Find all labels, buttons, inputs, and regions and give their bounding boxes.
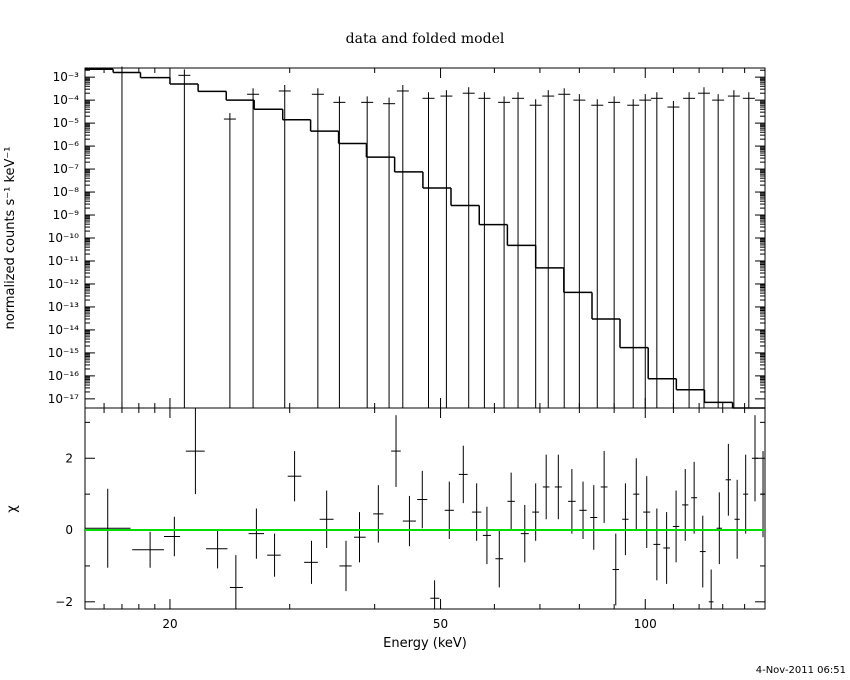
model-step-line <box>85 68 765 409</box>
energy-x-ticks: 20 50 100 <box>84 408 766 631</box>
y-tick-label: 10⁻¹⁵ <box>48 346 79 360</box>
residual-y-label: χ <box>5 505 20 513</box>
residual-y-tick-label: 2 <box>65 451 73 465</box>
residual-points <box>85 408 765 609</box>
residual-y-tick-label: −2 <box>55 595 73 609</box>
y-tick-label: 10⁻¹⁷ <box>48 392 79 406</box>
timestamp: 4-Nov-2011 06:51 <box>756 665 846 676</box>
y-tick-label: 10⁻¹² <box>48 277 79 291</box>
y-tick-label: 10⁻⁶ <box>53 139 80 153</box>
y-tick-label: 10⁻⁴ <box>53 93 80 107</box>
y-tick-label: 10⁻¹⁶ <box>48 369 79 383</box>
y-tick-label: 10⁻⁸ <box>53 185 80 199</box>
chart-title: data and folded model <box>346 31 505 47</box>
energy-x-tick-label: 100 <box>634 617 657 631</box>
residual-y-tick-label: 0 <box>65 523 73 537</box>
spectrum-y-label: normalized counts s⁻¹ keV⁻¹ <box>3 147 18 330</box>
spectrum-panel: 10⁻³ 10⁻⁴ 10⁻⁵ 10⁻⁶ 10⁻⁷ 10⁻⁸ 10⁻⁹ 10⁻¹⁰ 10⁻¹¹ 10… <box>3 66 766 409</box>
y-tick-label: 10⁻¹¹ <box>48 254 79 268</box>
y-tick-label: 10⁻⁷ <box>53 162 80 176</box>
residual-y-ticks: −2 0 2 <box>55 421 765 609</box>
y-tick-label: 10⁻¹⁴ <box>48 323 79 337</box>
spectrum-y-ticks: 10⁻³ 10⁻⁴ 10⁻⁵ 10⁻⁶ 10⁻⁷ 10⁻⁸ 10⁻⁹ 10⁻¹⁰ 10⁻¹¹ 10… <box>48 68 766 408</box>
y-tick-label: 10⁻¹⁰ <box>48 231 79 245</box>
energy-x-tick-label: 20 <box>162 617 177 631</box>
energy-x-tick-label: 50 <box>433 617 448 631</box>
y-tick-label: 10⁻⁹ <box>53 208 80 222</box>
residual-panel: −2 0 2 20 50 100 χ Energy (keV) <box>5 407 766 651</box>
y-tick-label: 10⁻³ <box>53 70 80 84</box>
y-tick-label: 10⁻⁵ <box>53 116 80 130</box>
data-points <box>115 66 755 408</box>
y-tick-label: 10⁻¹³ <box>48 300 79 314</box>
energy-x-label: Energy (keV) <box>383 636 467 651</box>
residual-frame <box>84 407 766 610</box>
spectrum-frame <box>84 67 766 409</box>
